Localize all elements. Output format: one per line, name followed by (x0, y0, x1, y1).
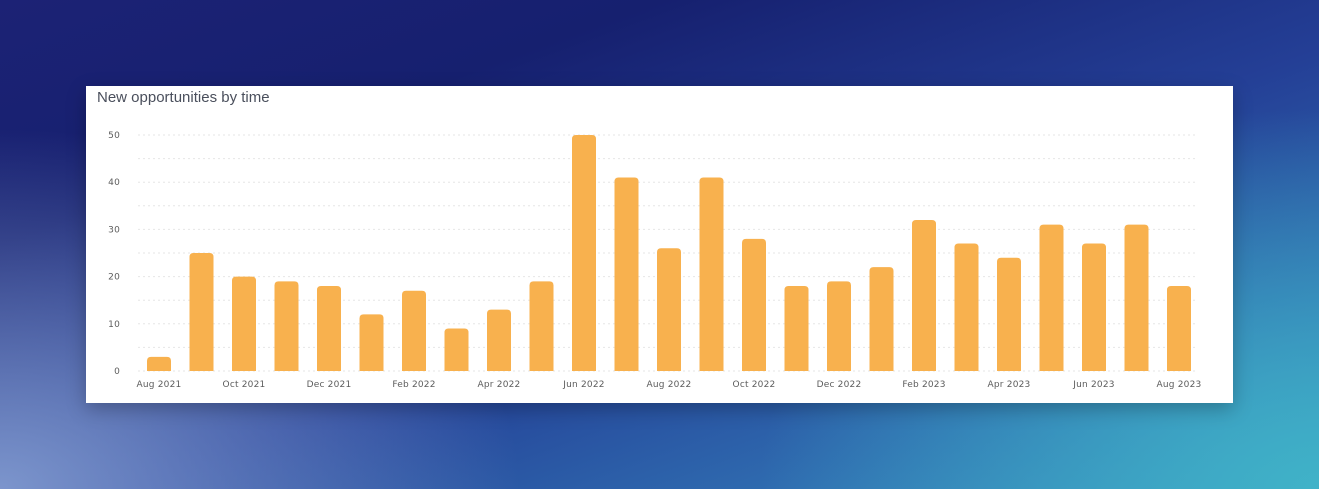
bar-may-2022 (529, 281, 554, 371)
bar-jan-2023 (869, 267, 894, 371)
bar-dec-2022 (827, 281, 851, 371)
bars (147, 135, 1191, 371)
y-axis-ticks: 0 10 20 30 40 50 (108, 131, 120, 377)
bar-may-2023 (1039, 224, 1064, 371)
bar-feb-2022 (402, 290, 426, 371)
x-tick-label: Apr 2022 (478, 380, 521, 390)
bar-oct-2021 (232, 276, 256, 371)
x-tick-label: Aug 2022 (647, 380, 692, 390)
bar-dec-2021 (317, 286, 341, 371)
y-tick-label: 0 (114, 367, 120, 377)
bar-mar-2022 (444, 328, 469, 371)
y-tick-label: 30 (108, 225, 120, 235)
bar-nov-2021 (274, 281, 299, 371)
x-tick-label: Oct 2021 (223, 380, 266, 390)
y-tick-label: 10 (108, 320, 120, 330)
bar-jan-2022 (359, 314, 384, 371)
x-tick-label: Feb 2023 (902, 380, 945, 390)
x-tick-label: Dec 2022 (817, 380, 862, 390)
x-tick-label: Jun 2022 (562, 380, 604, 390)
bar-apr-2023 (997, 257, 1021, 371)
x-tick-label: Aug 2021 (137, 380, 182, 390)
x-tick-label: Jun 2023 (1072, 380, 1114, 390)
x-tick-label: Feb 2022 (392, 380, 435, 390)
bar-sep-2022 (699, 177, 724, 371)
x-tick-label: Aug 2023 (1157, 380, 1202, 390)
bar-mar-2023 (954, 243, 979, 371)
x-tick-label: Oct 2022 (733, 380, 776, 390)
x-axis-ticks: Aug 2021 Oct 2021 Dec 2021 Feb 2022 Apr 2022… (137, 380, 1202, 390)
chart-card: New opportunities by time 0 10 20 30 40 50 Au… (86, 86, 1233, 403)
y-tick-label: 20 (108, 273, 120, 283)
y-tick-label: 50 (108, 131, 120, 141)
bar-aug-2021 (147, 356, 171, 371)
bar-oct-2022 (742, 238, 766, 371)
bar-jul-2023 (1124, 224, 1149, 371)
bar-feb-2023 (912, 219, 936, 371)
bar-chart: 0 10 20 30 40 50 Aug 2021 Oct 2021 Dec 2021 Feb … (108, 131, 1202, 390)
bar-aug-2022 (657, 248, 681, 371)
bar-jun-2023 (1082, 243, 1106, 371)
bar-apr-2022 (487, 309, 511, 371)
bar-jul-2022 (614, 177, 639, 371)
bar-aug-2023 (1167, 286, 1191, 371)
y-tick-label: 40 (108, 178, 120, 188)
x-tick-label: Dec 2021 (307, 380, 352, 390)
x-tick-label: Apr 2023 (988, 380, 1031, 390)
chart-title: New opportunities by time (97, 89, 270, 106)
bar-nov-2022 (784, 286, 809, 371)
bar-sep-2021 (189, 253, 214, 371)
bar-jun-2022 (572, 135, 596, 371)
